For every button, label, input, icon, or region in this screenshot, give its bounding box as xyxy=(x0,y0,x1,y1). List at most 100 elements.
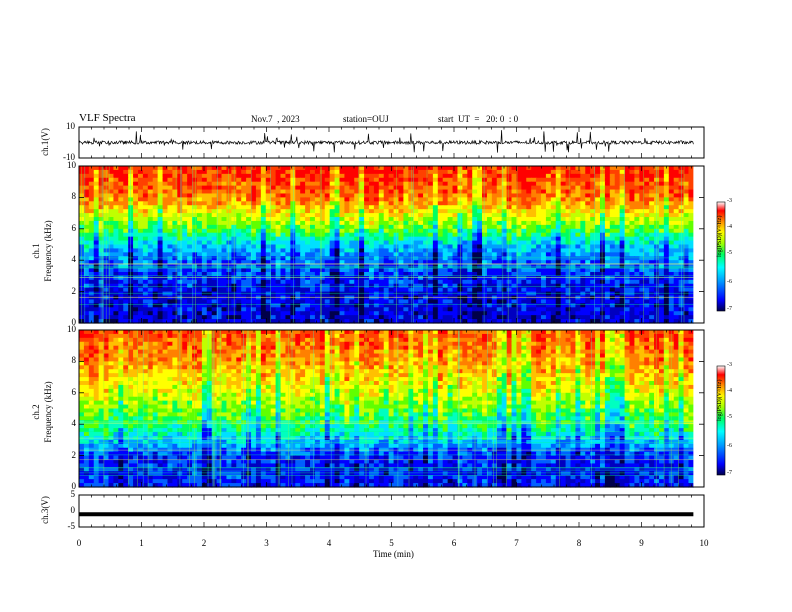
spectrogram-cell xyxy=(437,228,444,234)
spectrogram-cell xyxy=(398,220,404,226)
spectrogram-cell xyxy=(560,275,567,281)
spectrogram-cell xyxy=(482,166,488,171)
spectrogram-cell xyxy=(142,283,149,289)
spectrogram-cell xyxy=(550,197,557,202)
spectrogram-cell xyxy=(364,236,370,242)
spectrogram-cell xyxy=(442,287,449,293)
spectrogram-cell xyxy=(280,236,287,242)
spectrogram-cell xyxy=(300,295,306,301)
spectrogram-cell xyxy=(324,256,331,261)
spectrogram-cell xyxy=(506,315,513,320)
spectrogram-cell xyxy=(506,205,513,210)
spectrogram-cell xyxy=(590,268,596,273)
spectrogram-cell xyxy=(216,287,223,293)
spectrogram-cell xyxy=(157,256,164,261)
spectrogram-cell xyxy=(236,224,242,230)
spectrogram-cell xyxy=(373,283,380,289)
spectrogram-cell xyxy=(560,197,567,202)
spectrogram-cell xyxy=(187,177,193,183)
spectrogram-cell xyxy=(368,169,375,175)
spectrogram-cell xyxy=(491,236,498,242)
spectrogram-cell xyxy=(211,299,218,304)
spectrogram-cell xyxy=(246,232,252,238)
spectrogram-cell xyxy=(364,209,370,214)
spectrogram-cell xyxy=(477,213,483,218)
spectrogram-cell xyxy=(496,189,503,195)
spectrogram-cell xyxy=(344,177,350,183)
spectrogram-cell xyxy=(167,201,173,206)
spectrogram-cell xyxy=(118,185,124,191)
spectrogram-cell xyxy=(83,319,90,324)
spectrogram-cell xyxy=(531,197,537,202)
spectrogram-cell xyxy=(668,166,675,171)
spectrogram-cell xyxy=(83,205,90,210)
spectrogram-cell xyxy=(442,189,449,195)
spectrogram-cell xyxy=(614,166,621,171)
spectrogram-cell xyxy=(491,275,498,281)
spectrogram-cell xyxy=(147,315,154,320)
spectrogram-cell xyxy=(305,287,311,293)
spectrogram-cell xyxy=(314,177,321,183)
spectrogram-cell xyxy=(368,232,375,238)
spectrogram-cell xyxy=(246,295,252,301)
spectrogram-cell xyxy=(226,244,232,250)
spectrogram-cell xyxy=(113,275,119,281)
spectrogram-cell xyxy=(624,201,631,206)
spectrogram-cell xyxy=(88,228,95,234)
spectrogram-cell xyxy=(157,236,164,242)
spectrogram-cell xyxy=(383,169,390,175)
spectrogram-cell xyxy=(609,271,616,277)
spectrogram-cell xyxy=(427,177,434,183)
spectrogram-cell xyxy=(634,213,640,218)
spectrogram-cell xyxy=(172,303,178,308)
spectrogram-cell xyxy=(83,311,90,316)
spectrogram-cell xyxy=(260,299,267,304)
spectrogram-cell xyxy=(477,193,483,198)
spectrogram-cell xyxy=(462,240,468,246)
spectrogram-cell xyxy=(668,283,675,289)
spectrogram-cell xyxy=(604,256,611,261)
spectrogram-cell xyxy=(329,209,336,214)
spectrogram-cell xyxy=(206,287,213,293)
spectrogram-cell xyxy=(688,256,694,261)
spectrogram-cell xyxy=(545,228,552,234)
spectrogram-cell xyxy=(496,217,503,222)
spectrogram-cell xyxy=(206,311,213,316)
spectrogram-cell xyxy=(501,201,508,206)
spectrogram-cell xyxy=(634,279,640,285)
spectrogram-cell xyxy=(255,248,262,253)
spectrogram-cell xyxy=(319,201,326,206)
spectrogram-cell xyxy=(177,173,183,179)
spectrogram-cell xyxy=(462,248,468,253)
spectrogram-cell xyxy=(133,303,139,308)
spectrogram-cell xyxy=(260,283,267,289)
spectrogram-cell xyxy=(290,232,296,238)
spectrogram-cell xyxy=(137,283,144,289)
spectrogram-cell xyxy=(93,244,100,250)
spectrogram-cell xyxy=(280,279,287,285)
spectrogram-cell xyxy=(432,279,439,285)
spectrogram-cell xyxy=(329,181,336,187)
spectrogram-cell xyxy=(560,205,567,210)
spectrogram-cell xyxy=(531,260,537,265)
spectrogram-cell xyxy=(290,209,296,214)
spectrogram-cell xyxy=(241,213,247,218)
spectrogram-cell xyxy=(688,201,694,206)
spectrogram-cell xyxy=(511,248,518,253)
spectrogram-cell xyxy=(472,275,478,281)
spectrogram-cell xyxy=(344,189,350,195)
spectrogram-cell xyxy=(590,213,596,218)
spectrogram-cell xyxy=(314,189,321,195)
spectrogram-cell xyxy=(108,287,114,293)
spectrogram-cell xyxy=(599,295,606,301)
spectrogram-cell xyxy=(501,205,508,210)
spectrogram-cell xyxy=(658,315,665,320)
spectrogram-cell xyxy=(246,240,252,246)
spectrogram-cell xyxy=(177,279,183,285)
spectrogram-cell xyxy=(157,189,164,195)
spectrogram-cell xyxy=(280,252,287,257)
spectrogram-cell xyxy=(629,307,635,312)
spectrogram-cell xyxy=(216,169,223,175)
spectrogram-cell xyxy=(368,291,375,297)
spectrogram-cell xyxy=(599,236,606,242)
